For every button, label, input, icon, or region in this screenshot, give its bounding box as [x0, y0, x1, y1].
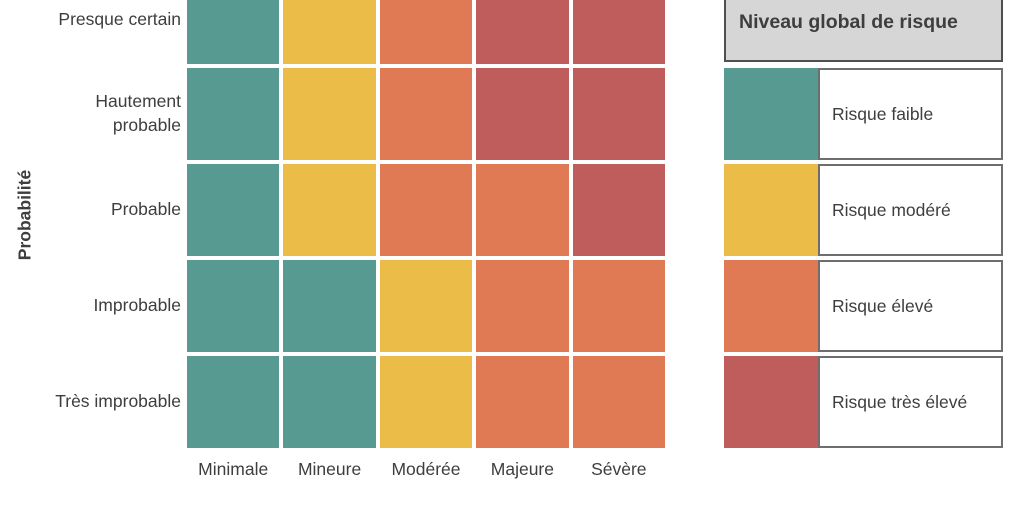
y-axis-title: Probabilité	[14, 169, 35, 261]
matrix-cell	[572, 68, 665, 160]
matrix-cell	[379, 68, 473, 160]
legend-item-label: Risque élevé	[818, 260, 1003, 352]
matrix-cell	[283, 0, 376, 64]
x-tick-label: Mineure	[297, 459, 362, 479]
matrix-cell	[379, 164, 473, 256]
y-tick-label: Improbable	[93, 295, 181, 316]
legend-item: Risque modéré	[724, 164, 1003, 256]
legend-item: Risque élevé	[724, 260, 1003, 352]
x-tick-label: Majeure	[490, 459, 554, 479]
legend-color-swatch	[724, 164, 818, 256]
matrix-cell	[476, 356, 569, 448]
matrix-cell	[283, 356, 376, 448]
legend-item: Risque faible	[724, 68, 1003, 160]
matrix-cell	[283, 164, 376, 256]
x-tick-label: Modérée	[391, 459, 461, 479]
matrix-cell	[187, 0, 280, 64]
risk-matrix-grid	[187, 0, 665, 448]
y-tick-label: Très improbable	[55, 391, 181, 412]
x-tick-label: Minimale	[198, 459, 269, 479]
legend-item: Risque très élevé	[724, 356, 1003, 448]
matrix-cell	[283, 68, 376, 160]
y-tick-label: Hautement probable	[95, 91, 181, 135]
legend-color-swatch	[724, 68, 818, 160]
matrix-cell	[379, 0, 473, 64]
matrix-cell	[572, 260, 665, 352]
x-tick-labels: Minimale Mineure Modérée Majeure Sévère	[187, 459, 665, 480]
matrix-cell	[476, 260, 569, 352]
matrix-cell	[187, 260, 280, 352]
matrix-cell	[572, 0, 665, 64]
matrix-cell	[187, 164, 280, 256]
matrix-cell	[187, 68, 280, 160]
legend-color-swatch	[724, 356, 818, 448]
matrix-cell	[572, 164, 665, 256]
legend-item-label: Risque très élevé	[818, 356, 1003, 448]
matrix-cell	[476, 164, 569, 256]
legend-color-swatch	[724, 260, 818, 352]
matrix-cell	[187, 356, 280, 448]
matrix-cell	[476, 68, 569, 160]
y-tick-label: Probable	[110, 199, 181, 220]
matrix-cell	[379, 260, 473, 352]
matrix-cell	[476, 0, 569, 64]
matrix-cell	[283, 260, 376, 352]
legend-item-label: Risque faible	[818, 68, 1003, 160]
x-tick-label: Sévère	[591, 459, 647, 479]
matrix-cell	[379, 356, 473, 448]
matrix-cell	[572, 356, 665, 448]
legend-title: Niveau global de risque	[724, 0, 1003, 62]
legend-item-label: Risque modéré	[818, 164, 1003, 256]
y-tick-label: Presque certain	[58, 9, 181, 30]
